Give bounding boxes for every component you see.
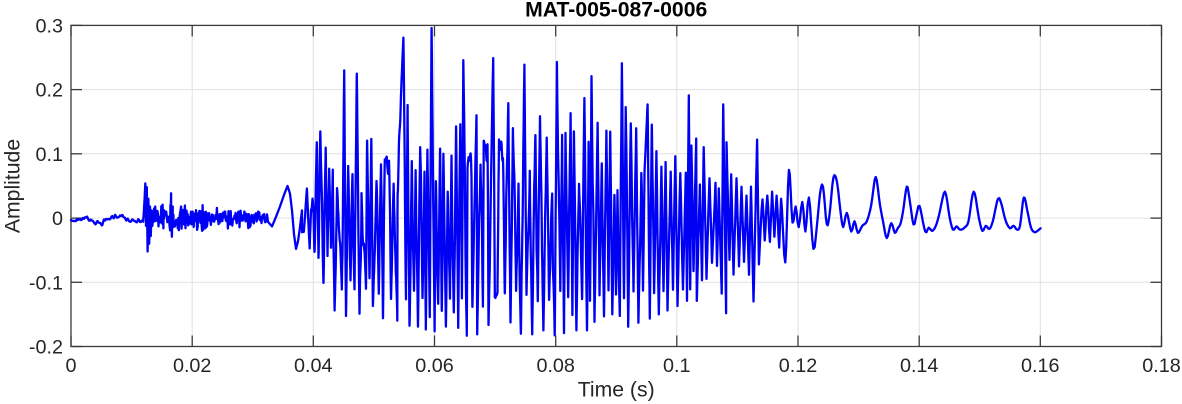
svg-text:-0.2: -0.2 bbox=[29, 337, 63, 359]
svg-text:MAT-005-087-0006: MAT-005-087-0006 bbox=[525, 0, 707, 22]
svg-text:0.1: 0.1 bbox=[663, 355, 691, 377]
svg-text:0: 0 bbox=[52, 208, 63, 230]
svg-text:0.06: 0.06 bbox=[415, 355, 454, 377]
svg-text:0.04: 0.04 bbox=[294, 355, 333, 377]
svg-text:0.14: 0.14 bbox=[900, 355, 939, 377]
svg-text:Amplitude: Amplitude bbox=[2, 139, 25, 233]
svg-text:0.1: 0.1 bbox=[36, 144, 64, 166]
svg-text:-0.1: -0.1 bbox=[29, 272, 63, 294]
svg-text:0.12: 0.12 bbox=[779, 355, 818, 377]
svg-text:0.02: 0.02 bbox=[173, 355, 212, 377]
svg-text:0.3: 0.3 bbox=[36, 16, 64, 38]
svg-text:Time (s): Time (s) bbox=[578, 379, 655, 402]
svg-text:0: 0 bbox=[65, 355, 76, 377]
svg-text:0.2: 0.2 bbox=[36, 80, 64, 102]
svg-text:0.18: 0.18 bbox=[1142, 355, 1181, 377]
svg-text:0.08: 0.08 bbox=[536, 355, 575, 377]
svg-text:0.16: 0.16 bbox=[1021, 355, 1060, 377]
